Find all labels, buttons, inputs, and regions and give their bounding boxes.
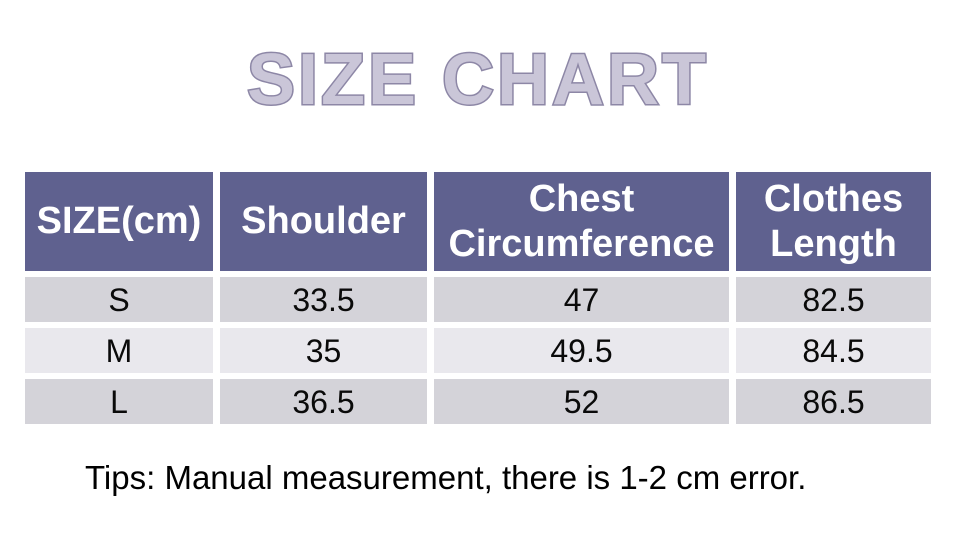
table-row-s-size: S: [25, 277, 213, 322]
table-row-m-shoulder: 35: [220, 328, 427, 373]
table-row-s-length: 82.5: [736, 277, 931, 322]
table-row-l-shoulder: 36.5: [220, 379, 427, 424]
page-title: SIZE CHART: [246, 40, 709, 120]
table-row-s-chest: 47: [434, 277, 729, 322]
table-row-m-chest: 49.5: [434, 328, 729, 373]
header-cell-clothes-length: Clothes Length: [736, 172, 931, 271]
header-cell-size: SIZE(cm): [25, 172, 213, 271]
table-row-l-chest: 52: [434, 379, 729, 424]
size-chart-table: SIZE(cm) Shoulder Chest Circumference Cl…: [25, 172, 931, 424]
table-row-s-shoulder: 33.5: [220, 277, 427, 322]
table-row-m-length: 84.5: [736, 328, 931, 373]
table-row-m-size: M: [25, 328, 213, 373]
header-cell-chest-circumference: Chest Circumference: [434, 172, 729, 271]
tips-note: Tips: Manual measurement, there is 1-2 c…: [85, 459, 807, 496]
table-row-l-size: L: [25, 379, 213, 424]
header-cell-shoulder: Shoulder: [220, 172, 427, 271]
table-row-l-length: 86.5: [736, 379, 931, 424]
